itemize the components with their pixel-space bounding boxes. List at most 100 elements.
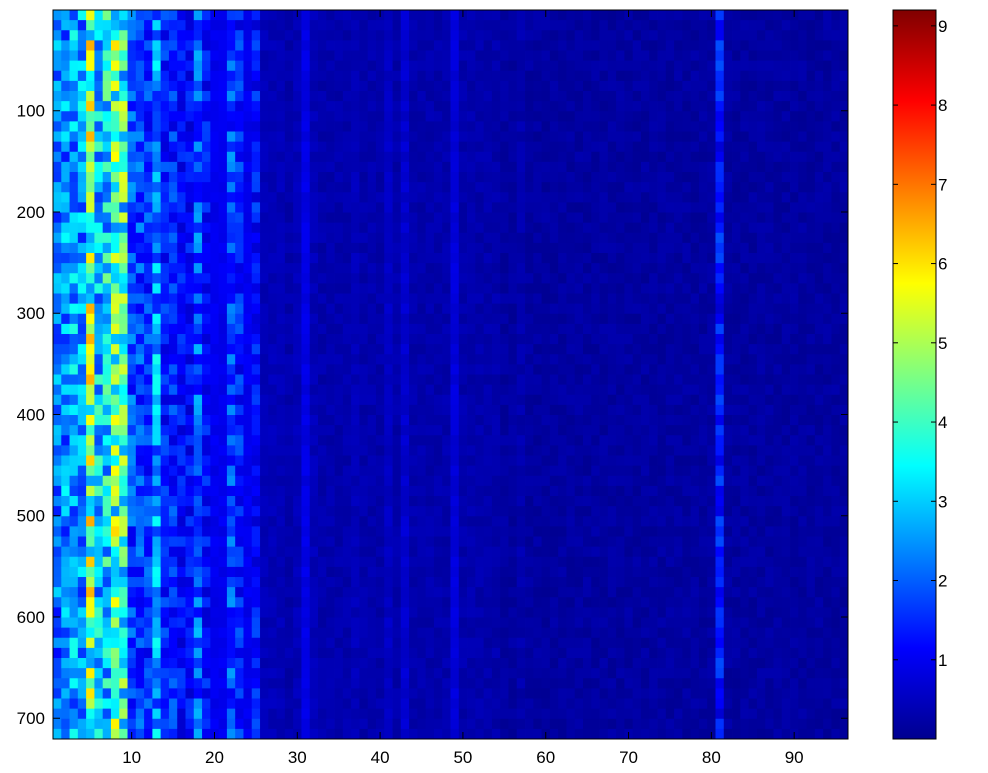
heatmap-cell <box>260 526 269 537</box>
heatmap-cell <box>226 384 236 396</box>
heatmap-cell <box>533 222 542 234</box>
heatmap-cell <box>574 435 584 446</box>
heatmap-cell <box>86 465 95 477</box>
heatmap-cell <box>243 607 253 618</box>
heatmap-cell <box>135 101 145 112</box>
heatmap-cell <box>583 536 592 548</box>
heatmap-cell <box>135 607 145 618</box>
heatmap-cell <box>624 91 634 102</box>
heatmap-cell <box>409 708 418 720</box>
heatmap-cell <box>359 141 369 153</box>
heatmap-cell <box>235 485 244 497</box>
heatmap-cell <box>433 30 443 41</box>
heatmap-cell <box>400 303 410 315</box>
heatmap-cell <box>442 232 451 244</box>
heatmap-cell <box>409 506 418 517</box>
heatmap-cell <box>384 455 393 467</box>
heatmap-cell <box>599 455 609 467</box>
heatmap-cell <box>541 313 551 325</box>
heatmap-cell <box>69 273 79 284</box>
heatmap-cell <box>483 80 493 92</box>
heatmap-cell <box>243 30 253 41</box>
heatmap-cell <box>409 566 418 578</box>
heatmap-cell <box>351 344 360 355</box>
heatmap-cell <box>541 192 551 203</box>
heatmap-cell <box>433 627 443 639</box>
heatmap-cell <box>491 637 501 649</box>
heatmap-cell <box>61 475 70 487</box>
heatmap-cell <box>94 708 104 720</box>
heatmap-cell <box>433 374 443 386</box>
heatmap-cell <box>500 30 509 41</box>
heatmap-cell <box>566 637 576 649</box>
heatmap-cell <box>94 566 104 578</box>
heatmap-cell <box>94 212 104 224</box>
heatmap-cell <box>334 536 344 548</box>
heatmap-cell <box>235 627 244 639</box>
heatmap-cell <box>607 354 617 365</box>
heatmap-cell <box>533 556 542 568</box>
heatmap-cell <box>607 323 617 335</box>
heatmap-cell <box>53 445 62 456</box>
heatmap-cell <box>516 283 526 294</box>
heatmap-cell <box>359 273 369 284</box>
heatmap-cell <box>226 192 236 203</box>
heatmap-cell <box>508 50 518 62</box>
heatmap-cell <box>467 354 476 365</box>
heatmap-cell <box>185 70 195 82</box>
heatmap-cell <box>119 313 128 325</box>
heatmap-cell <box>566 172 576 183</box>
heatmap-cell <box>119 658 128 669</box>
heatmap-cell <box>318 60 327 72</box>
heatmap-cell <box>483 445 493 456</box>
heatmap-cell <box>467 415 476 426</box>
heatmap-cell <box>508 647 518 659</box>
heatmap-cell <box>168 556 178 568</box>
heatmap-cell <box>359 587 369 598</box>
heatmap-cell <box>144 546 153 558</box>
heatmap-cell <box>516 435 526 446</box>
heatmap-cell <box>318 465 327 477</box>
heatmap-cell <box>268 506 277 517</box>
heatmap-cell <box>152 394 162 406</box>
heatmap-cell <box>558 202 567 213</box>
heatmap-cell <box>77 384 87 396</box>
heatmap-cell <box>491 91 501 102</box>
heatmap-cell <box>177 161 186 173</box>
heatmap-cell <box>284 698 294 710</box>
heatmap-cell <box>284 728 294 740</box>
heatmap-cell <box>160 597 170 608</box>
heatmap-cell <box>226 556 236 568</box>
heatmap-cell <box>400 80 410 92</box>
heatmap-cell <box>566 60 576 72</box>
heatmap-cell <box>301 668 311 679</box>
heatmap-cell <box>525 394 534 406</box>
heatmap-cell <box>549 60 559 72</box>
heatmap-cell <box>110 313 120 325</box>
heatmap-cell <box>260 465 269 477</box>
heatmap-cell <box>525 131 534 143</box>
heatmap-cell <box>533 445 542 456</box>
heatmap-cell <box>342 50 352 62</box>
heatmap-cell <box>566 70 576 82</box>
heatmap-cell <box>384 496 393 507</box>
heatmap-cell <box>168 374 178 386</box>
heatmap-cell <box>566 658 576 669</box>
heatmap-cell <box>168 698 178 710</box>
heatmap-cell <box>309 70 319 82</box>
heatmap-cell <box>616 455 625 467</box>
heatmap-cell <box>268 566 277 578</box>
heatmap-cell <box>616 485 625 497</box>
heatmap-cell <box>458 678 468 689</box>
heatmap-cell <box>591 394 600 406</box>
heatmap-cell <box>541 40 551 51</box>
heatmap-cell <box>144 313 153 325</box>
heatmap-cell <box>144 415 153 426</box>
heatmap-cell <box>375 242 385 254</box>
heatmap-cell <box>202 607 211 618</box>
heatmap-cell <box>409 374 418 386</box>
heatmap-cell <box>152 445 162 456</box>
heatmap-cell <box>309 141 319 153</box>
heatmap-cell <box>309 273 319 284</box>
heatmap-cell <box>243 40 253 51</box>
